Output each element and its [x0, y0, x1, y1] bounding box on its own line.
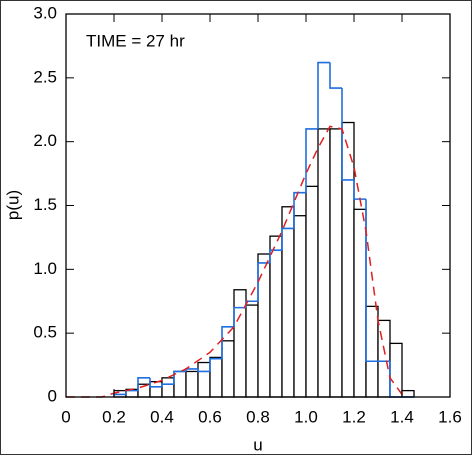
x-tick-label: 0.6 [198, 407, 222, 426]
step [221, 325, 234, 359]
bar [365, 305, 379, 398]
bar [305, 185, 319, 398]
y-tick-label: 0.5 [33, 323, 57, 342]
bar [185, 370, 199, 398]
step [341, 88, 354, 181]
step [209, 357, 222, 372]
y-tick-label: 1.0 [33, 259, 57, 278]
bar [401, 389, 415, 398]
bar [257, 253, 271, 398]
step [197, 368, 210, 373]
bar [329, 128, 343, 398]
bar [149, 381, 163, 398]
bar [233, 289, 247, 398]
annotation: TIME = 27 hr [86, 31, 185, 50]
x-tick-label: 0 [61, 407, 70, 426]
y-tick-label: 3.0 [33, 3, 57, 22]
step [233, 306, 246, 327]
step [281, 227, 294, 251]
y-axis-label: p(u) [3, 190, 22, 220]
step [353, 179, 366, 200]
bar [269, 235, 283, 398]
x-tick-label: 0.8 [246, 407, 270, 426]
y-tick-label: 0 [48, 386, 57, 405]
bar [197, 361, 211, 398]
bar [317, 128, 331, 398]
y-tick-label: 2.5 [33, 67, 57, 86]
fit-curve [66, 125, 408, 398]
bar [293, 215, 307, 398]
step [161, 383, 174, 387]
step [305, 128, 318, 193]
bar [245, 304, 259, 398]
bar [221, 340, 235, 398]
bar [161, 377, 175, 398]
y-tick-label: 1.5 [33, 195, 57, 214]
bar [389, 342, 403, 398]
x-axis-label: u [253, 435, 262, 454]
y-tick-label: 2.0 [33, 131, 57, 150]
step [149, 377, 162, 388]
step [365, 199, 378, 363]
bar [209, 356, 223, 398]
step [329, 62, 342, 89]
x-tick-label: 1.0 [294, 407, 318, 426]
step [257, 262, 270, 302]
step [137, 377, 150, 391]
x-tick-label: 1.2 [342, 407, 366, 426]
step [317, 61, 330, 129]
x-tick-label: 1.4 [390, 407, 414, 426]
x-tick-label: 0.4 [150, 407, 174, 426]
bar [341, 121, 355, 398]
step [293, 191, 306, 229]
x-tick-label: 1.6 [438, 407, 462, 426]
bar [281, 206, 295, 398]
bar [353, 208, 367, 398]
bar [173, 370, 187, 398]
x-tick-label: 0.2 [102, 407, 126, 426]
step [269, 249, 282, 263]
